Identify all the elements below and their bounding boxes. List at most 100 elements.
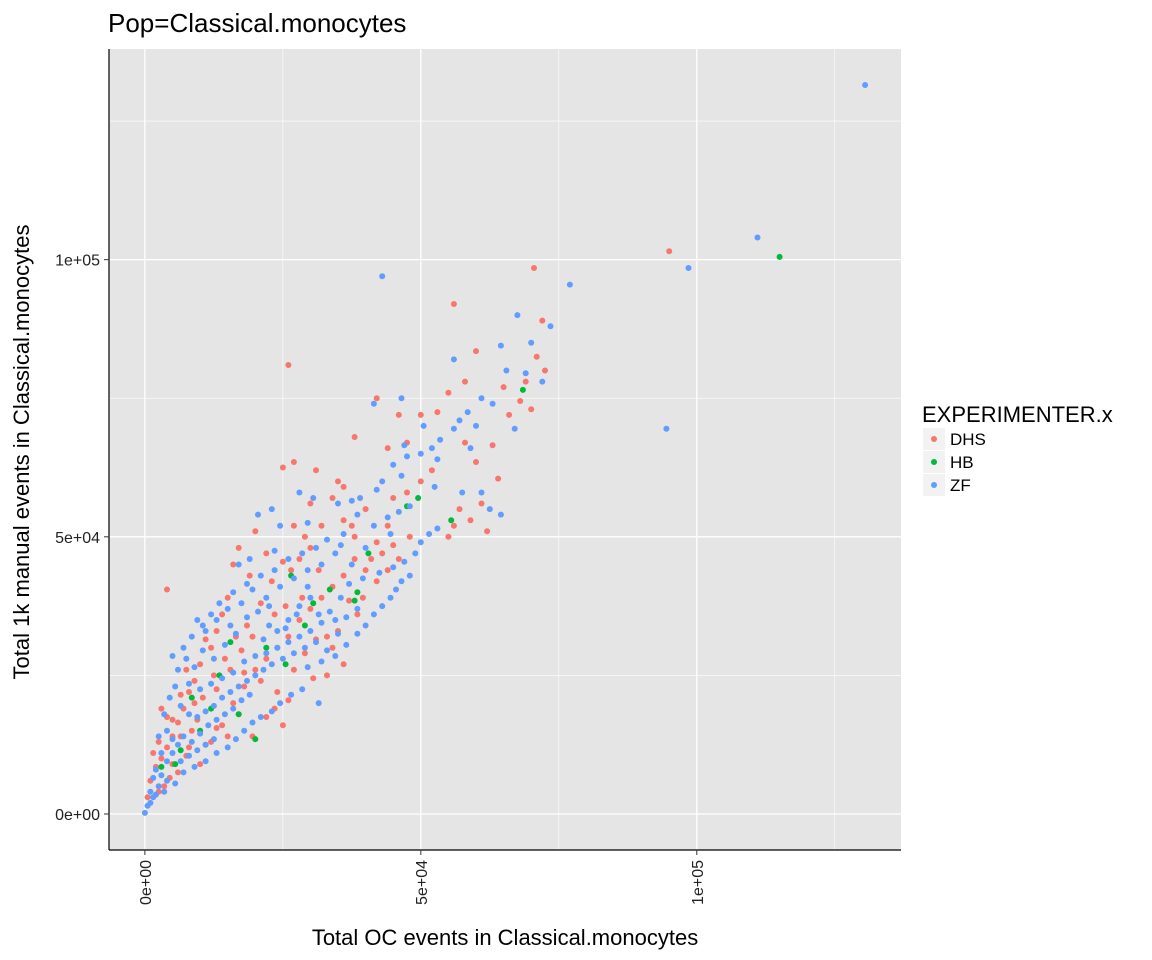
point-zf [514, 312, 521, 319]
point-zf [324, 536, 330, 543]
point-zf [208, 611, 215, 618]
point-zf [208, 680, 215, 687]
point-hb [188, 694, 195, 701]
point-zf [420, 422, 427, 429]
point-dhs [340, 483, 347, 490]
point-zf [299, 686, 306, 693]
point-zf [175, 666, 181, 673]
point-zf [335, 630, 341, 637]
point-zf [450, 356, 457, 363]
point-dhs [473, 459, 479, 465]
point-zf [150, 794, 157, 801]
point-zf [412, 550, 419, 557]
point-dhs [348, 522, 355, 529]
point-dhs [161, 783, 168, 790]
point-dhs [450, 301, 457, 307]
point-dhs [186, 689, 192, 695]
point-zf [230, 669, 237, 676]
point-zf [277, 522, 284, 529]
point-dhs [144, 794, 151, 801]
point-dhs [445, 533, 452, 540]
point-zf [754, 234, 761, 241]
point-dhs [462, 439, 468, 446]
point-zf [266, 603, 273, 610]
point-dhs [241, 683, 248, 690]
point-dhs [249, 633, 256, 640]
point-zf [263, 594, 270, 601]
point-zf [296, 633, 303, 640]
point-zf [183, 655, 190, 662]
point-zf [357, 495, 364, 501]
point-zf [376, 569, 383, 576]
point-zf [177, 758, 184, 765]
point-dhs [489, 442, 496, 449]
point-zf [464, 409, 471, 416]
point-dhs [263, 714, 270, 720]
point-hb [776, 253, 783, 260]
point-zf [301, 644, 308, 651]
point-zf [235, 561, 242, 568]
point-dhs [164, 744, 170, 751]
point-dhs [362, 506, 369, 513]
point-dhs [456, 506, 463, 513]
point-dhs [290, 522, 297, 529]
point-dhs [299, 594, 306, 601]
point-zf [221, 641, 228, 648]
point-dhs [197, 661, 204, 668]
point-hb [235, 711, 242, 718]
point-zf [279, 655, 286, 662]
point-dhs [213, 725, 220, 731]
point-zf [186, 752, 192, 759]
point-zf [175, 741, 181, 748]
point-dhs [313, 467, 319, 474]
point-zf [431, 483, 438, 490]
point-zf [268, 661, 275, 668]
point-zf [307, 594, 314, 601]
x-tick-label: 5e+04 [414, 860, 431, 905]
point-zf [685, 265, 692, 271]
point-dhs [150, 750, 157, 756]
point-dhs [384, 567, 391, 574]
point-zf [266, 622, 273, 629]
point-zf [511, 425, 518, 432]
point-dhs [155, 738, 162, 745]
point-zf [227, 622, 234, 629]
point-zf [158, 750, 165, 756]
point-hb [282, 661, 289, 668]
point-zf [230, 589, 237, 596]
point-zf [147, 788, 154, 795]
point-zf [387, 531, 394, 537]
point-zf [199, 622, 206, 629]
point-zf [252, 653, 259, 659]
point-dhs [252, 666, 259, 673]
point-zf [437, 436, 444, 443]
point-zf [340, 531, 347, 537]
point-zf [191, 664, 198, 671]
point-zf [337, 594, 344, 601]
point-hb [177, 747, 184, 754]
point-zf [260, 666, 267, 673]
legend-marker-zf [931, 482, 937, 488]
point-dhs [428, 467, 435, 474]
point-dhs [495, 475, 502, 482]
point-zf [348, 497, 355, 504]
point-dhs [271, 611, 278, 618]
x-axis-ticks: 0e+00 5e+04 1e+05 [138, 850, 707, 905]
point-zf [307, 628, 314, 634]
point-zf [241, 727, 248, 734]
point-zf [161, 788, 168, 795]
point-zf [862, 82, 869, 88]
point-zf [249, 719, 256, 726]
point-dhs [506, 411, 513, 418]
point-zf [426, 531, 433, 537]
point-zf [155, 783, 162, 790]
point-zf [268, 506, 275, 513]
point-zf [230, 705, 237, 712]
point-zf [362, 544, 369, 551]
point-dhs [542, 367, 548, 374]
point-zf [227, 689, 234, 695]
point-zf [428, 445, 435, 452]
legend-entries: DHS HB ZF [923, 428, 986, 496]
point-zf [497, 511, 504, 518]
